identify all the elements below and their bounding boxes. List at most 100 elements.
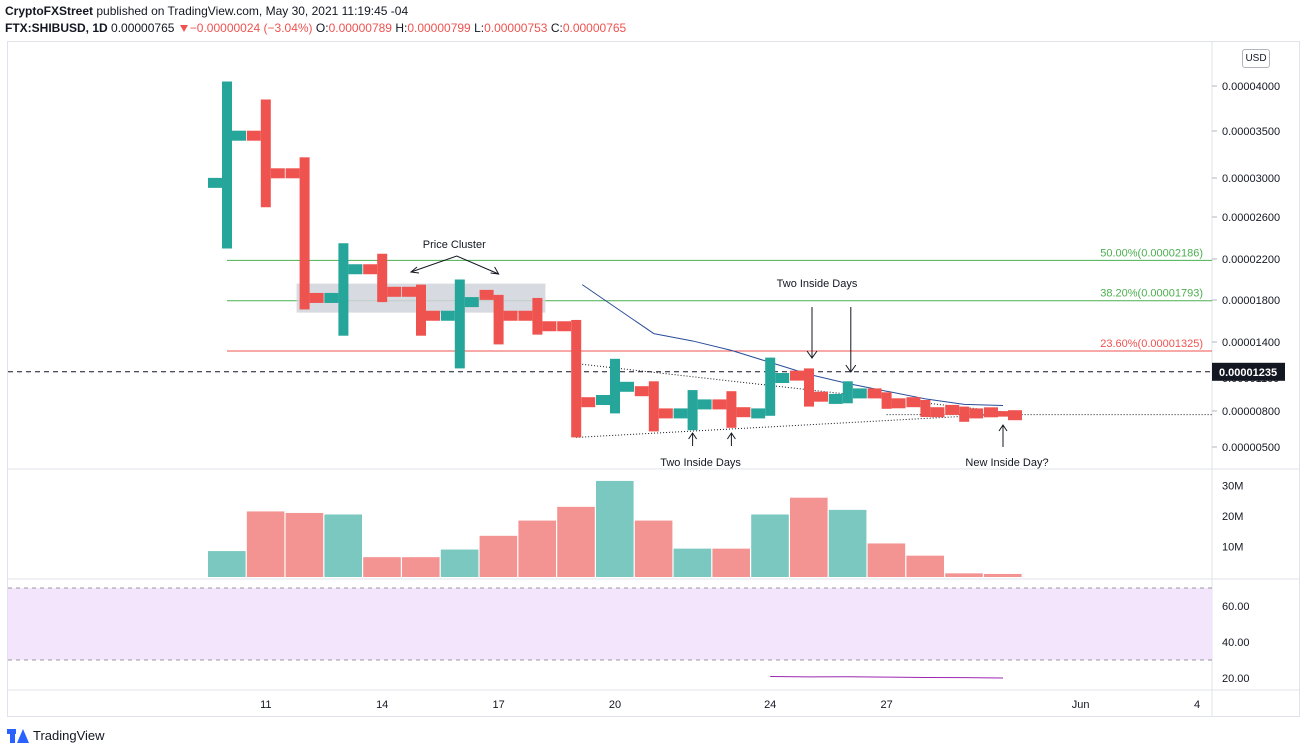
rsi-axis-tick: 60.00 [1222,601,1250,613]
close-label: C: [550,21,563,35]
ohlc-bar [479,289,518,345]
ohlc-bar [440,279,479,369]
symbol-label[interactable]: FTX:SHIBUSD, 1D [5,21,108,35]
ohlc-bar [828,381,867,404]
two-inside-days-bottom-label: Two Inside Days [660,457,741,469]
ohlc-bar-open [634,386,649,397]
ohlc-bar-close [309,292,324,303]
ohlc-bar-close [270,168,285,179]
ohlc-bar [634,381,673,432]
time-axis-tick: 14 [376,699,388,711]
ohlc-bar-range [920,400,931,417]
volume-bar [208,551,246,577]
ohlc-bar-open [945,404,960,415]
ohlc-bar-open [285,168,300,179]
ohlc-bar-open [751,408,766,419]
volume-bar [518,520,556,577]
low-label: L: [474,21,485,35]
last-price-label: 0.00001235 [1219,367,1277,379]
ohlc-bar-close [503,310,518,321]
ohlc-bar-close [814,391,828,402]
tradingview-logo[interactable]: TradingView [7,728,105,743]
up-arrow-icon [688,432,698,440]
ohlc-bar-close [658,408,673,419]
arrowhead-icon [409,266,420,274]
time-axis-tick: 27 [880,699,892,711]
volume-bar [790,497,828,577]
ohlc-bar [790,368,828,407]
ohlc-bar-open [984,407,998,418]
ohlc-bar-range [804,368,814,407]
volume-bar [479,535,518,577]
time-axis-tick: 24 [764,699,776,711]
ohlc-bar [557,319,596,438]
tradingview-logo-icon [7,728,29,743]
volume-bar [596,480,634,577]
ohlc-bar [285,157,324,310]
ohlc-bar-range [493,294,504,345]
ohlc-bar-close [387,286,402,297]
two-inside-days-top-label: Two Inside Days [777,278,858,290]
ohlc-bar-open [712,399,727,410]
price-axis-tick: 0.00003000 [1222,173,1280,185]
publisher-name[interactable]: CryptoFXStreet [5,4,94,18]
ohlc-bar [324,243,363,336]
volume-bar [751,514,789,577]
volume-axis-tick: 10M [1222,542,1243,554]
ohlc-bar-close [620,381,634,392]
time-axis-tick: 17 [492,699,504,711]
ohlc-bar-close [348,264,363,275]
ohlc-bar-close [232,130,246,141]
ohlc-bar-range [260,99,271,208]
ohlc-bar [246,99,285,208]
price-cluster-arrow [410,255,499,275]
rsi-axis-tick: 40.00 [1222,637,1250,649]
open-value: 0.00000789 [328,21,392,35]
last-price: 0.00000765 [111,21,175,35]
volume-bar [363,557,401,577]
currency-badge[interactable]: USD [1242,49,1270,68]
ohlc-bar-range [959,406,970,422]
ohlc-bar-close [464,297,479,308]
price-axis-tick: 0.00002200 [1222,254,1280,266]
time-axis-tick: 20 [609,699,621,711]
ohlc-bar-open [440,310,455,321]
ohlc-bar-range [299,157,310,310]
price-axis-tick: 0.00001800 [1222,295,1280,307]
ohlc-bar [712,391,751,428]
published-text: published on TradingView.com, May 30, 20… [96,4,409,18]
ohlc-bar-close [542,321,557,332]
lower-trendline [576,412,1019,438]
ohlc-bar-open [557,321,572,332]
ohlc-bar-close [930,407,945,418]
ohlc-bar-range [416,284,426,336]
ohlc-bar [208,81,246,249]
rsi-band [8,588,1212,660]
volume-bar [712,548,750,577]
ohlc-bar-range [726,391,737,428]
high-label: H: [395,21,408,35]
price-axis-tick: 0.00000800 [1222,406,1280,418]
chart-frame [7,41,1300,717]
ohlc-bar-range [881,392,892,409]
ohlc-bar [518,297,557,335]
ohlc-bar-range [532,297,543,335]
volume-bar [440,549,479,577]
symbol-line: FTX:SHIBUSD, 1D 0.00000765 −0.00000024 (… [5,21,626,35]
volume-axis-tick: 20M [1222,511,1243,523]
volume-bar [906,555,944,577]
ohlc-bar-open [324,292,339,303]
rsi-axis-tick: 20.00 [1222,673,1250,685]
down-arrow-icon [179,25,188,33]
ohlc-bar-close [1008,410,1022,421]
upper-trendline [576,363,1019,414]
high-value: 0.00000799 [407,21,471,35]
publisher-line: CryptoFXStreet published on TradingView.… [5,4,408,18]
ohlc-bar-open [479,289,494,300]
open-label: O: [315,21,329,35]
volume-bar [246,511,285,577]
ohlc-bar [673,390,712,431]
price-axis-tick: 0.00001400 [1222,337,1280,349]
ohlc-bar-open [790,370,804,381]
